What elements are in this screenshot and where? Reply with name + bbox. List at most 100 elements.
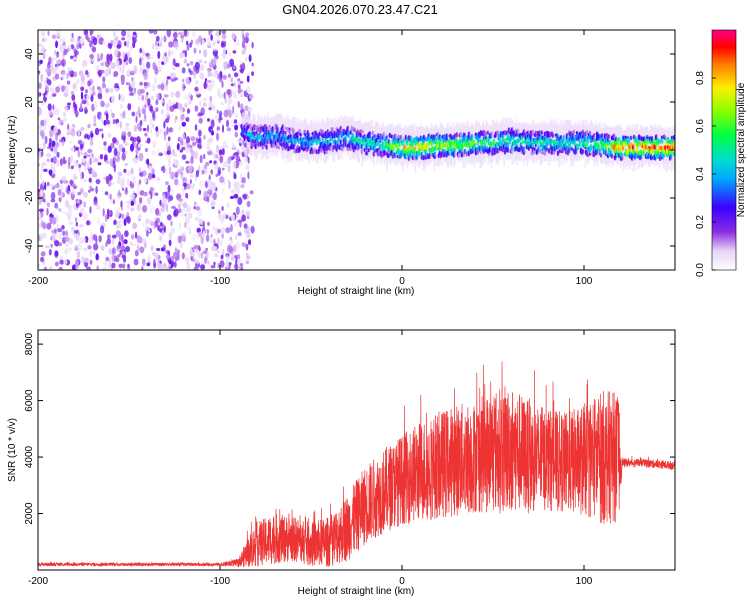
spectrogram-noise-cell <box>201 38 205 45</box>
spectrogram-noise-cell <box>184 77 189 81</box>
spectrogram-noise-cell <box>132 137 137 142</box>
spectrogram-noise-cell <box>186 142 190 148</box>
spectrogram-noise-cell <box>80 91 84 100</box>
spectrogram-noise-cell <box>159 199 162 206</box>
spectrogram-noise-cell <box>217 167 222 175</box>
spectrogram-noise-cell <box>86 154 91 158</box>
spectrogram-noise-cell <box>165 78 169 86</box>
spectrogram-noise-cell <box>239 80 244 84</box>
spectrogram-ridge-halo <box>576 123 579 161</box>
spectrogram-noise-cell <box>73 71 77 78</box>
spectrogram-noise-cell <box>221 233 224 239</box>
spectrogram-noise-cell <box>68 105 71 110</box>
spectrogram-noise-cell <box>40 251 46 257</box>
spectrogram-noise-cell <box>64 105 68 110</box>
spectrogram-noise-cell <box>184 221 187 229</box>
spectrogram-noise-cell <box>113 255 118 262</box>
spectrogram-noise-cell <box>126 40 130 48</box>
spectrogram-noise-cell <box>96 265 99 270</box>
spectrogram-noise-cell <box>102 221 106 226</box>
spectrogram-noise-cell <box>177 235 182 244</box>
spectrogram-noise-cell <box>150 205 154 214</box>
spectrogram-noise-cell <box>241 49 246 55</box>
spectrogram-noise-cell <box>204 164 208 170</box>
spectrogram-noise-cell <box>54 184 60 189</box>
snr-series-line <box>38 361 675 568</box>
spectrogram-noise-cell <box>155 40 158 47</box>
chart-title: GN04.2026.070.23.47.C21 <box>282 2 437 17</box>
spectrogram-noise-cell <box>57 228 63 233</box>
spectrogram-noise-cell <box>185 160 190 164</box>
spectrogram-noise-cell <box>116 151 121 157</box>
spectrogram-ridge-halo <box>592 126 595 161</box>
spectrogram-noise-cell <box>44 182 47 191</box>
spectrogram-noise-cell <box>194 217 200 221</box>
spectrogram-noise-cell <box>140 265 144 270</box>
spectrogram-noise-cell <box>56 151 60 158</box>
spectrogram-noise-cell <box>207 80 212 83</box>
spectrogram-ridge-halo <box>314 124 316 161</box>
spectrogram-noise-cell <box>117 194 121 200</box>
spectrogram-noise-cell <box>41 45 45 54</box>
spectrogram-noise-cell <box>38 162 41 167</box>
colorbar-tick-label: 0.4 <box>695 167 706 181</box>
spectrogram-noise-cell <box>160 206 165 213</box>
spectrogram-noise-cell <box>55 40 58 49</box>
spectrogram-noise-cell <box>109 43 113 48</box>
spectrogram-noise-cell <box>109 193 112 200</box>
spectrogram-noise-cell <box>80 256 86 264</box>
spectrogram-noise-cell <box>80 172 82 180</box>
spectrogram-noise-cell <box>181 37 184 43</box>
spectrogram-noise-cell <box>161 109 164 115</box>
spectrogram-noise-cell <box>233 193 239 199</box>
spectrogram-noise-cell <box>194 173 197 182</box>
spectrogram-noise-cell <box>241 177 246 184</box>
spectrogram-noise-cell <box>195 137 199 144</box>
spectrogram-noise-cell <box>113 219 117 226</box>
spectrogram-noise-cell <box>79 37 85 45</box>
spectrogram-noise-cell <box>122 263 126 269</box>
spectrogram-noise-cell <box>217 228 221 234</box>
spectrogram-noise-cell <box>232 64 236 70</box>
spectrogram-noise-cell <box>121 37 126 41</box>
spectrogram-noise-cell <box>231 257 237 261</box>
spectrogram-noise-cell <box>132 222 138 229</box>
spectrogram-noise-cell <box>92 171 98 178</box>
spectrogram-noise-cell <box>89 30 94 35</box>
spectrogram-noise-cell <box>190 39 194 45</box>
spectrogram-noise-cell <box>51 216 57 225</box>
spectrogram-noise-cell <box>47 103 52 111</box>
spectrogram-noise-cell <box>121 254 125 259</box>
spectrogram-noise-cell <box>63 112 66 118</box>
spectrogram-noise-cell <box>174 77 179 81</box>
spectrogram-noise-cell <box>187 79 190 85</box>
spectrogram-noise-cell <box>248 93 254 99</box>
spectrogram-noise-cell <box>216 146 218 152</box>
spectrogram-noise-cell <box>87 80 92 87</box>
spectrogram-noise-cell <box>188 212 193 219</box>
spectrogram-noise-cell <box>126 69 132 78</box>
spectrogram-noise-cell <box>216 249 220 254</box>
spectrogram-noise-cell <box>142 205 148 213</box>
spectrogram-noise-cell <box>83 134 87 139</box>
spectrogram-noise-cell <box>146 262 151 267</box>
spectrogram-noise-cell <box>78 163 82 168</box>
spectrogram-noise-cell <box>165 203 168 212</box>
spectrogram-noise-cell <box>93 100 98 109</box>
spectrogram-noise-cell <box>116 122 120 128</box>
spectrogram-noise-cell <box>136 203 141 212</box>
spectrogram-noise-cell <box>163 120 166 129</box>
spectrogram-noise-cell <box>102 208 105 217</box>
spectrogram-noise-cell <box>41 100 45 107</box>
spectrogram-noise-cell <box>155 107 159 112</box>
spectrogram-noise-cell <box>40 163 45 173</box>
spectrogram-noise-cell <box>136 136 141 141</box>
spectrogram-noise-cell <box>150 192 153 200</box>
spectrogram-noise-cell <box>136 122 142 130</box>
spectrogram-noise-cell <box>226 119 229 128</box>
spectrogram-noise-cell <box>70 147 75 152</box>
spectrogram-ridge-cell <box>672 151 675 156</box>
spectrogram-noise-cell <box>184 102 188 109</box>
spectrogram-noise-cell <box>233 80 237 89</box>
spectrogram-noise-cell <box>72 83 76 89</box>
